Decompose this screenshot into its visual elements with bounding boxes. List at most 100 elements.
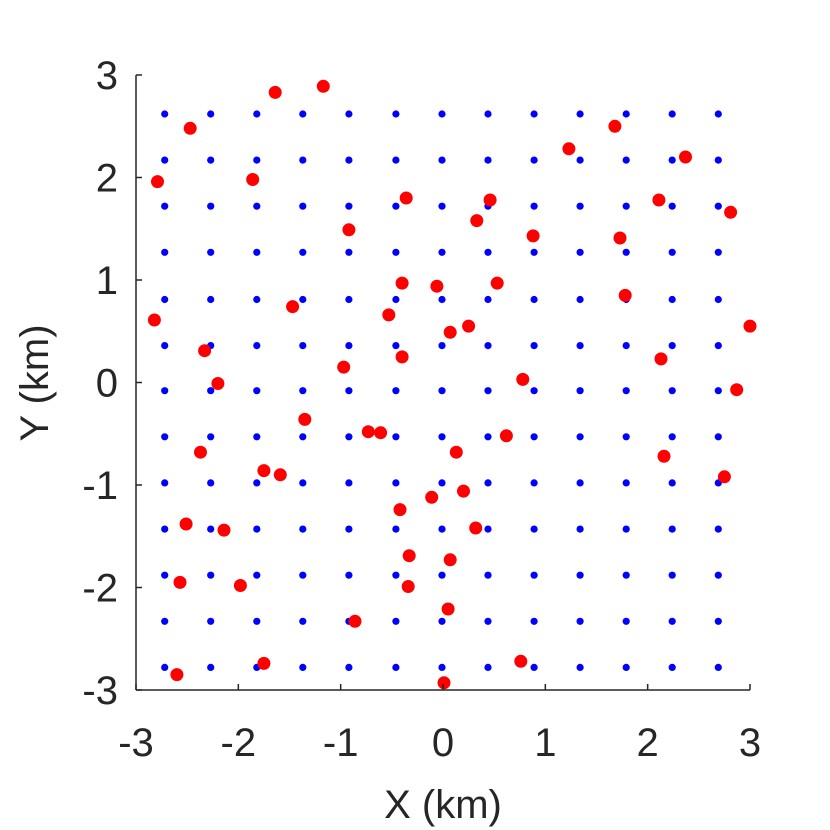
grid-point (299, 525, 307, 533)
grid-point (161, 571, 169, 579)
grid-point (714, 295, 722, 304)
grid-point (161, 342, 169, 350)
grid-point (714, 617, 722, 625)
grid-point (668, 248, 676, 256)
x-tick-label: -1 (323, 721, 359, 765)
grid-point (484, 617, 492, 625)
grid-point (576, 479, 584, 487)
x-tick-label: 2 (637, 721, 659, 765)
random-point (514, 654, 528, 668)
random-point (443, 325, 457, 339)
grid-point (207, 248, 215, 256)
random-point (211, 377, 225, 390)
random-point (470, 214, 484, 228)
grid-point (484, 663, 492, 672)
grid-point (207, 433, 215, 441)
grid-point (484, 479, 492, 487)
grid-point (668, 571, 676, 579)
random-point (257, 656, 271, 670)
grid-point (576, 202, 584, 210)
grid-point (668, 479, 676, 487)
grid-point (576, 433, 584, 441)
grid-point (161, 525, 169, 533)
grid-point (576, 387, 584, 395)
random-point (217, 523, 231, 537)
grid-point (530, 663, 538, 672)
grid-point (714, 202, 722, 210)
random-point (179, 517, 193, 531)
grid-point (299, 110, 307, 118)
grid-point (622, 156, 630, 164)
grid-point (668, 342, 676, 350)
grid-point (622, 248, 630, 256)
grid-point (253, 248, 261, 256)
grid-point (668, 433, 676, 441)
grid-point (530, 387, 538, 395)
random-point (724, 205, 738, 219)
grid-point (207, 617, 215, 625)
y-tick-label: -3 (82, 669, 118, 713)
grid-point (161, 433, 169, 441)
ticks-layer: -3 -2 -1 0 1 2 3 -3 -2 -1 0 1 2 3 (82, 54, 761, 765)
random-point (437, 676, 451, 690)
grid-point (299, 617, 307, 625)
grid-point (299, 295, 307, 304)
grid-point (714, 663, 722, 672)
grid-point (299, 433, 307, 441)
grid-point (438, 571, 446, 579)
random-point (562, 142, 576, 156)
grid-point (576, 663, 584, 672)
random-point (147, 313, 161, 327)
grid-point (345, 248, 353, 256)
grid-point (576, 342, 584, 350)
random-point (273, 468, 287, 482)
grid-point (668, 156, 676, 164)
grid-point (392, 295, 400, 304)
random-point (170, 668, 184, 682)
grid-point (207, 110, 215, 118)
random-point (395, 276, 409, 290)
grid-point (484, 571, 492, 579)
grid-point (576, 110, 584, 118)
grid-point (438, 110, 446, 118)
grid-point (253, 110, 261, 118)
grid-point (253, 202, 261, 210)
x-tick-label: -2 (221, 721, 257, 765)
grid-point (438, 663, 446, 672)
random-point (298, 412, 312, 426)
grid-point (345, 571, 353, 579)
grid-point (622, 433, 630, 441)
grid-point (622, 479, 630, 487)
grid-point (438, 387, 446, 395)
grid-point (392, 525, 400, 533)
grid-point (714, 342, 722, 350)
grid-point (530, 479, 538, 487)
grid-point (622, 110, 630, 118)
grid-point (392, 248, 400, 256)
grid-point (438, 156, 446, 164)
random-point (151, 175, 164, 189)
y-tick-label: -1 (82, 464, 118, 508)
random-point (233, 579, 247, 592)
grid-point (299, 663, 307, 672)
grid-point (253, 479, 261, 487)
grid-point (484, 387, 492, 395)
grid-point (438, 433, 446, 441)
grid-point (622, 342, 630, 350)
grid-point (622, 663, 630, 672)
grid-point (392, 433, 400, 441)
random-point (462, 319, 476, 333)
grid-point (530, 433, 538, 441)
points-layer (147, 79, 757, 690)
random-point (443, 553, 457, 567)
y-tick-label: -2 (82, 567, 118, 611)
random-point (457, 484, 470, 498)
grid-point (530, 571, 538, 579)
y-tick-label: 0 (96, 362, 118, 406)
random-point (173, 575, 187, 589)
grid-point (299, 479, 307, 487)
grid-point (345, 433, 353, 441)
grid-point (161, 617, 169, 625)
x-tick-label: -3 (118, 721, 154, 765)
grid-point (714, 387, 722, 395)
